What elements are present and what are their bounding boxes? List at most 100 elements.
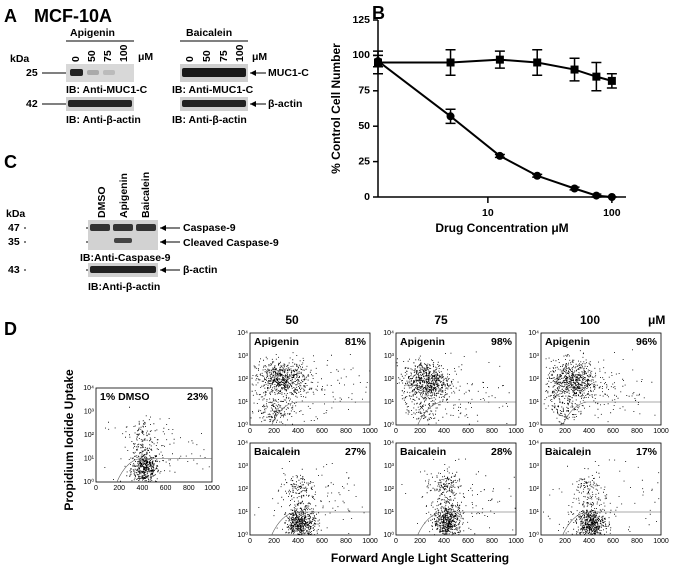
x-tick-label: 100 (603, 207, 621, 219)
x-tick-label: 600 (316, 428, 328, 435)
marker (592, 191, 601, 200)
y-tick-label: 10¹ (384, 399, 395, 406)
lane-label: 50 (86, 50, 98, 62)
drug-name: Baicalein (186, 27, 232, 39)
blot-band (87, 70, 99, 75)
blot-band (136, 224, 156, 231)
blot (66, 64, 134, 82)
x-tick-label: 0 (539, 538, 543, 545)
blot-band (182, 68, 246, 77)
event-dots (254, 450, 365, 536)
y-tick-label: 10¹ (238, 509, 249, 516)
x-tick-label: 1000 (204, 485, 220, 492)
x-tick-label: 600 (160, 485, 172, 492)
plot-frame (249, 442, 371, 536)
lane-label: 75 (102, 50, 114, 62)
cell-line: MCF-10A (34, 6, 112, 26)
y-tick-label: 10³ (529, 463, 540, 470)
x-tick-label: 600 (607, 428, 619, 435)
x-tick-label: 200 (559, 428, 571, 435)
flow-plot: 1% DMSO 23% 0 200 400 600 800 1000 10⁰ 10¹ 10² 10³ 1… (83, 385, 220, 492)
y-tick-label: 10⁴ (528, 330, 539, 337)
lane-label: 0 (70, 56, 82, 62)
marker (592, 72, 601, 81)
arrow-head (160, 267, 166, 273)
plot-percent: 96% (636, 336, 658, 348)
kda: kDa (10, 53, 29, 65)
plot-percent: 81% (345, 336, 367, 348)
plot-label: Apigenin (400, 336, 445, 348)
gate-line (562, 511, 661, 536)
y-tick-label: 10⁰ (237, 531, 248, 539)
y-tick-label: 125 (352, 14, 370, 26)
flow-plot: Baicalein 28% 0 200 400 600 800 1000 10⁰ 10¹ 10² 10… (383, 440, 524, 545)
plot-label: Baicalein (400, 446, 446, 458)
blot-band (114, 238, 132, 243)
flow-plot: Baicalein 27% 0 200 400 600 800 1000 10⁰ 10¹ 10² 10… (237, 440, 378, 545)
blot-band (90, 224, 110, 231)
panel-label: B (372, 3, 385, 23)
x-tick-label: 200 (414, 538, 426, 545)
x-tick-label: 400 (438, 538, 450, 545)
y-tick-label: 10³ (529, 353, 540, 360)
x-tick-label: 1000 (508, 538, 524, 545)
x-tick-label: 0 (94, 485, 98, 492)
y-tick-label: 10² (84, 432, 95, 439)
x-tick-label: 400 (137, 485, 149, 492)
y-tick-label: 10⁰ (528, 421, 539, 429)
x-tick-label: 600 (462, 428, 474, 435)
marker (495, 55, 504, 64)
plot-percent: 28% (491, 446, 513, 458)
marker (374, 57, 382, 66)
y-tick-label: 10⁰ (383, 421, 394, 429)
lane-label: Apigenin (118, 173, 130, 218)
plot-label: 1% DMSO (100, 391, 150, 403)
plot-percent: 98% (491, 336, 513, 348)
x-tick-label: 0 (248, 428, 252, 435)
y-tick-label: 10⁴ (528, 440, 539, 447)
unit: μM (252, 51, 267, 63)
blot-band (113, 224, 133, 231)
y-tick-label: 10⁰ (528, 531, 539, 539)
blot-band (103, 70, 115, 75)
x-tick-label: 600 (607, 538, 619, 545)
kda-marker: 25 (26, 67, 38, 79)
unit: μM (648, 313, 665, 327)
panel-label: D (4, 319, 17, 339)
x-tick-label: 400 (438, 428, 450, 435)
x-tick-label: 400 (583, 428, 595, 435)
y-tick-label: 10⁴ (237, 440, 248, 447)
y-tick-label: 10² (384, 486, 395, 493)
marker (495, 151, 504, 160)
y-axis-label: % Control Cell Number (329, 43, 343, 174)
x-tick-label: 0 (539, 428, 543, 435)
x-tick-label: 1000 (508, 428, 524, 435)
marker (570, 65, 579, 74)
lane-label: 50 (201, 50, 213, 62)
lane-label: 75 (218, 50, 230, 62)
y-tick-label: 10⁴ (83, 385, 94, 392)
x-tick-label: 0 (394, 428, 398, 435)
marker (607, 76, 616, 85)
arrow-label: Caspase-9 (183, 222, 236, 234)
x-tick-label: 200 (559, 538, 571, 545)
gate-line (271, 401, 370, 426)
y-tick-label: 10² (529, 376, 540, 383)
ib-label: IB: Anti-MUC1-C (172, 84, 254, 96)
flow-plot: Apigenin 81% 0 200 400 600 800 1000 10⁰ 10¹ 10² 10³… (237, 330, 378, 435)
gate-line (562, 401, 661, 426)
y-tick-label: 10¹ (529, 509, 540, 516)
plot-label: Apigenin (254, 336, 299, 348)
plot-percent: 27% (345, 446, 367, 458)
x-tick-label: 800 (183, 485, 195, 492)
marker (533, 171, 542, 180)
y-tick-label: 10⁰ (83, 478, 94, 486)
y-tick-label: 10⁴ (383, 330, 394, 337)
arrow-label: β-actin (183, 264, 217, 276)
ib-label: IB: Anti-β-actin (66, 114, 141, 126)
ib-label: IB:Anti-β-actin (88, 281, 160, 293)
kda: kDa (6, 208, 25, 220)
x-tick-label: 1000 (362, 428, 378, 435)
kda-marker: 47 (8, 222, 20, 234)
column-header: 100 (580, 313, 600, 327)
